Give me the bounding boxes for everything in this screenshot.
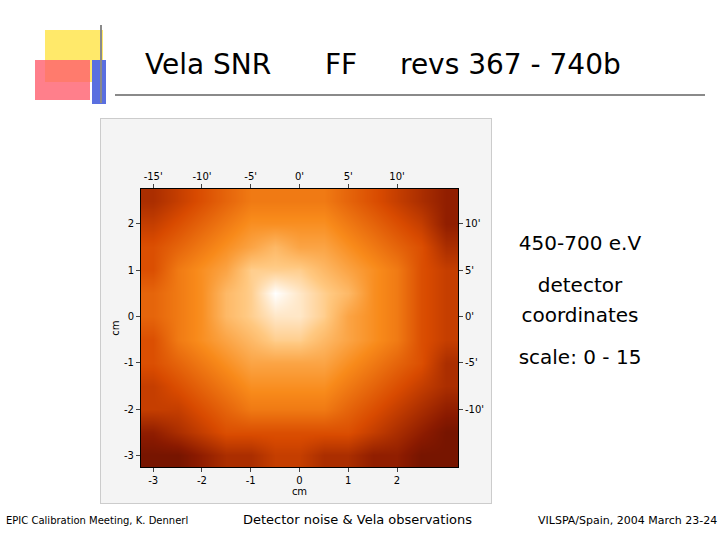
svg-text:-10': -10'	[465, 404, 484, 415]
svg-text:-3: -3	[124, 450, 134, 461]
html-text:revs 367 - 740b: revs 367 - 740b	[400, 48, 621, 81]
html-text:Detector noise & Vela observat: Detector noise & Vela observations	[243, 512, 472, 527]
svg-text:-1: -1	[246, 475, 256, 486]
svg-text:0: 0	[128, 311, 134, 322]
html-text:Vela SNR: Vela SNR	[145, 48, 272, 81]
html-text:450-700 e.V: 450-700 e.V	[518, 231, 642, 255]
svg-text:-5': -5'	[465, 357, 478, 368]
svg-text:5': 5'	[344, 171, 353, 182]
html-text:VILSPA/Spain, 2004 March 23-24: VILSPA/Spain, 2004 March 23-24	[538, 514, 718, 527]
svg-text:0': 0'	[465, 311, 474, 322]
html-text:scale: 0 - 15: scale: 0 - 15	[518, 345, 642, 369]
svg-text:-3: -3	[148, 475, 158, 486]
html-text:EPIC Calibration Meeting, K. D: EPIC Calibration Meeting, K. Dennerl	[6, 515, 189, 526]
svg-text:-2: -2	[197, 475, 207, 486]
svg-text:1: 1	[345, 475, 351, 486]
svg-text:1: 1	[128, 265, 134, 276]
svg-text:-5': -5'	[244, 171, 257, 182]
html-text:detector coordinates: detector coordinates	[521, 273, 639, 327]
html-text:FF: FF	[325, 48, 358, 81]
svg-text:-15': -15'	[144, 171, 163, 182]
svg-text:0: 0	[296, 475, 302, 486]
svg-text:10': 10'	[465, 218, 480, 229]
svg-text:-10': -10'	[192, 171, 211, 182]
svg-text:2: 2	[128, 218, 134, 229]
svg-text:5': 5'	[465, 265, 474, 276]
svg-text:cm: cm	[292, 486, 307, 497]
svg-text:cm: cm	[110, 320, 121, 335]
svg-text:10': 10'	[389, 171, 404, 182]
svg-text:2: 2	[394, 475, 400, 486]
svg-text:0': 0'	[295, 171, 304, 182]
svg-text:-1: -1	[124, 357, 134, 368]
svg-text:-2: -2	[124, 404, 134, 415]
